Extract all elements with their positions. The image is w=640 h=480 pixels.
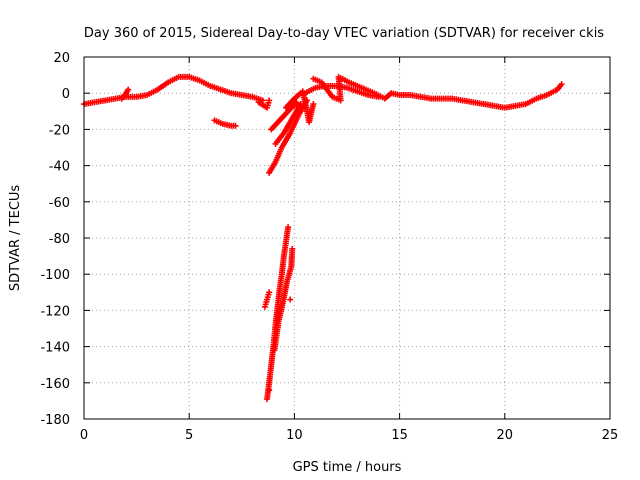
data-point (287, 296, 294, 303)
y-tick-label: 20 (53, 51, 70, 66)
data-point (558, 81, 565, 88)
x-tick-label: 10 (286, 428, 303, 443)
y-tick-label: -80 (49, 232, 70, 247)
axis-ticks: 0 5 10 15 20 25 20 0 -20 -40 -60 -80 -100 -120 -140 -16… (40, 51, 618, 443)
y-tick-label: -60 (49, 196, 70, 211)
x-tick-label: 15 (391, 428, 408, 443)
x-tick-label: 25 (602, 428, 619, 443)
chart-title: Day 360 of 2015, Sidereal Day-to-day VTE… (84, 26, 604, 41)
y-tick-label: -100 (40, 268, 70, 283)
data-points (81, 73, 565, 403)
x-axis-label: GPS time / hours (293, 460, 402, 475)
data-point (285, 224, 292, 231)
data-point (125, 86, 132, 93)
data-point (266, 387, 273, 394)
plot-frame (83, 56, 611, 420)
y-tick-label: -160 (40, 377, 70, 392)
y-tick-label: -40 (49, 160, 70, 175)
data-point (289, 245, 296, 252)
data-point (266, 289, 273, 296)
y-tick-label: -140 (40, 341, 70, 356)
grid (84, 57, 610, 419)
y-tick-label: -180 (40, 413, 70, 428)
y-tick-label: 0 (62, 87, 70, 102)
data-point (310, 101, 317, 108)
x-tick-label: 20 (497, 428, 514, 443)
x-tick-label: 5 (185, 428, 193, 443)
data-point (266, 97, 273, 104)
y-axis-label: SDTVAR / TECUs (8, 185, 23, 292)
y-tick-label: -120 (40, 304, 70, 319)
y-tick-label: -20 (49, 123, 70, 138)
x-tick-label: 0 (80, 428, 88, 443)
data-point (232, 122, 239, 129)
